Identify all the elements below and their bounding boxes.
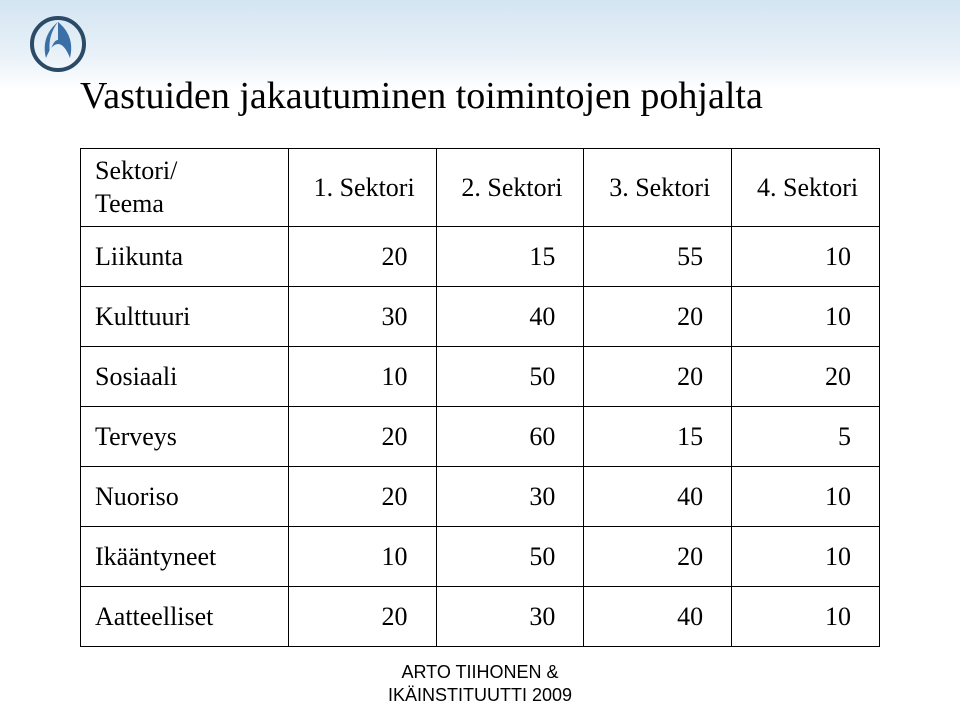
table-cell: 15 [436,227,584,287]
row-label: Ikääntyneet [81,527,289,587]
table-cell: 40 [436,287,584,347]
row-label: Sosiaali [81,347,289,407]
table-cell: 50 [436,527,584,587]
slide-content: Vastuiden jakautuminen toimintojen pohja… [80,74,880,647]
row-label: Aatteelliset [81,587,289,647]
table-cell: 20 [288,467,436,527]
table-cell: 20 [584,287,732,347]
footer-line-1: ARTO TIIHONEN & [401,662,558,682]
table-cell: 10 [732,287,880,347]
col-header: 2. Sektori [436,149,584,227]
table-row: Liikunta 20 15 55 10 [81,227,880,287]
table-cell: 15 [584,407,732,467]
table-cell: 30 [436,587,584,647]
table-cell: 60 [436,407,584,467]
row-label: Liikunta [81,227,289,287]
table-row: Aatteelliset 20 30 40 10 [81,587,880,647]
page-title: Vastuiden jakautuminen toimintojen pohja… [80,74,880,118]
col-header: 4. Sektori [732,149,880,227]
table-cell: 40 [584,587,732,647]
table-cell: 10 [732,587,880,647]
table-cell: 50 [436,347,584,407]
table-cell: 20 [288,587,436,647]
table-corner-cell: Sektori/ Teema [81,149,289,227]
table-cell: 55 [584,227,732,287]
table-cell: 30 [436,467,584,527]
footer-line-2: IKÄINSTITUUTTI 2009 [388,685,572,705]
table-row: Terveys 20 60 15 5 [81,407,880,467]
sector-table: Sektori/ Teema 1. Sektori 2. Sektori 3. … [80,148,880,647]
table-cell: 20 [288,227,436,287]
table-cell: 20 [584,527,732,587]
table-cell: 10 [288,347,436,407]
table-cell: 10 [732,467,880,527]
table-cell: 10 [732,527,880,587]
table-cell: 20 [732,347,880,407]
table-cell: 10 [288,527,436,587]
footer: ARTO TIIHONEN & IKÄINSTITUUTTI 2009 [0,661,960,706]
logo [28,14,88,74]
table-cell: 30 [288,287,436,347]
table-cell: 10 [732,227,880,287]
table-row: Ikääntyneet 10 50 20 10 [81,527,880,587]
table-row: Kulttuuri 30 40 20 10 [81,287,880,347]
table-row: Sosiaali 10 50 20 20 [81,347,880,407]
col-header: 3. Sektori [584,149,732,227]
table-cell: 40 [584,467,732,527]
shell-logo-icon [28,14,88,74]
row-label: Kulttuuri [81,287,289,347]
corner-line-2: Teema [95,189,164,218]
row-label: Nuoriso [81,467,289,527]
table-cell: 5 [732,407,880,467]
table-cell: 20 [584,347,732,407]
table-header-row: Sektori/ Teema 1. Sektori 2. Sektori 3. … [81,149,880,227]
table-cell: 20 [288,407,436,467]
corner-line-1: Sektori/ [95,156,177,185]
row-label: Terveys [81,407,289,467]
col-header: 1. Sektori [288,149,436,227]
table-row: Nuoriso 20 30 40 10 [81,467,880,527]
